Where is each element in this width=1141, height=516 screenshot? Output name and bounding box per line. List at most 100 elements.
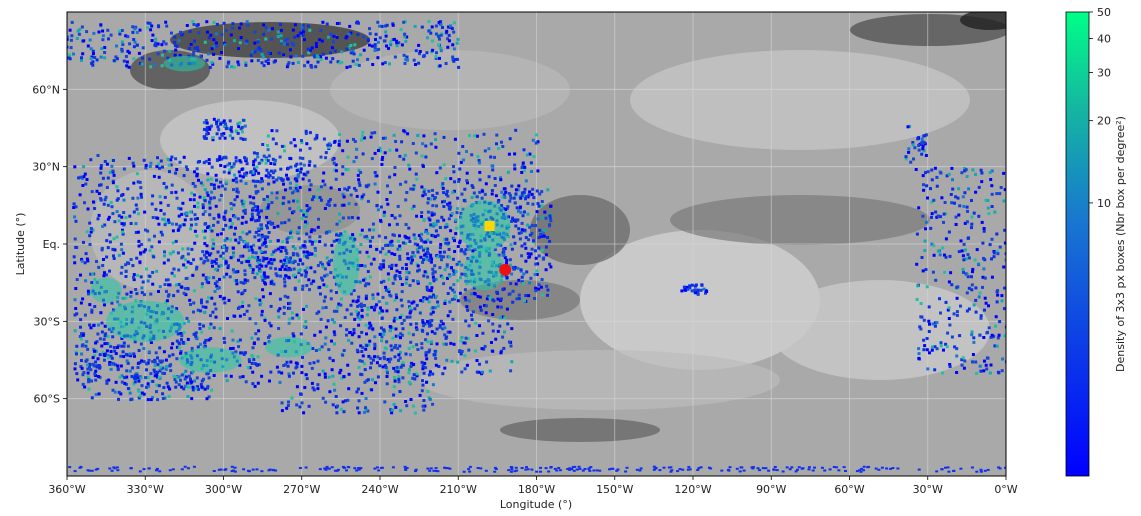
- density-cell: [939, 171, 943, 175]
- density-cell: [330, 339, 333, 343]
- density-cell: [519, 210, 523, 214]
- density-cell: [361, 152, 365, 156]
- density-cell: [132, 382, 136, 386]
- density-cell: [304, 320, 308, 324]
- density-cell: [962, 270, 965, 274]
- colorbar-tick-label: 30: [1097, 67, 1111, 80]
- density-cell: [970, 275, 973, 279]
- density-cell: [271, 27, 274, 31]
- density-cell: [950, 166, 954, 170]
- density-cell: [361, 346, 365, 350]
- density-cell: [496, 200, 500, 204]
- density-cell: [101, 176, 105, 180]
- density-cell: [241, 175, 245, 179]
- density-cell: [134, 203, 138, 207]
- density-cell: [93, 349, 96, 353]
- density-cell: [108, 240, 112, 244]
- density-cell: [351, 236, 355, 240]
- density-cell: [88, 303, 92, 307]
- density-cell: [394, 274, 398, 277]
- density-cell: [126, 344, 130, 348]
- density-cell: [588, 469, 592, 472]
- density-cell: [544, 245, 548, 249]
- density-cell: [404, 352, 408, 356]
- density-cell: [305, 266, 309, 270]
- density-cell: [299, 209, 303, 213]
- density-cell: [210, 296, 214, 300]
- density-cell: [73, 261, 77, 265]
- density-cell: [376, 40, 380, 44]
- density-cell: [280, 371, 284, 375]
- density-cell: [196, 201, 200, 205]
- density-cell: [229, 347, 232, 351]
- density-cell: [249, 265, 253, 269]
- density-cell: [169, 252, 173, 256]
- density-cell: [180, 385, 184, 389]
- density-cell: [161, 392, 165, 396]
- density-cell: [253, 158, 257, 162]
- x-tick-label: 210°W: [440, 483, 477, 496]
- density-cell: [277, 327, 281, 330]
- density-cell: [85, 30, 89, 34]
- density-cell: [130, 375, 134, 378]
- density-cell: [196, 49, 200, 52]
- density-cell: [439, 254, 443, 258]
- density-cell: [370, 305, 374, 309]
- density-cell: [468, 134, 471, 138]
- density-cell: [132, 45, 136, 49]
- density-cell: [313, 164, 317, 168]
- density-cell: [226, 127, 230, 131]
- density-cell: [422, 248, 425, 252]
- density-cell: [193, 379, 196, 383]
- density-cell: [548, 212, 552, 216]
- density-cell: [128, 391, 132, 395]
- density-cell: [62, 27, 65, 30]
- density-cell: [756, 467, 760, 470]
- density-cell: [266, 159, 270, 163]
- density-cell: [92, 364, 96, 368]
- density-cell: [487, 175, 491, 179]
- density-cell: [301, 33, 305, 37]
- density-cell: [271, 157, 275, 161]
- density-cell: [977, 185, 981, 189]
- density-cell: [316, 264, 320, 267]
- density-cell: [231, 136, 235, 140]
- density-cell: [358, 280, 362, 284]
- density-cell: [341, 353, 345, 357]
- density-cell: [298, 259, 302, 262]
- density-cell: [50, 25, 53, 28]
- density-cell: [308, 239, 312, 243]
- density-cell: [222, 245, 226, 249]
- density-cell: [171, 241, 175, 245]
- density-cell: [983, 296, 987, 300]
- density-cell: [411, 279, 415, 283]
- density-cell: [167, 221, 171, 225]
- density-cell: [442, 218, 446, 222]
- density-cell: [447, 241, 451, 245]
- density-cell: [238, 314, 242, 318]
- density-cell: [153, 358, 157, 362]
- density-cell: [460, 272, 464, 276]
- density-cell: [434, 56, 438, 60]
- density-cell: [356, 280, 360, 284]
- density-cell: [532, 196, 536, 200]
- density-cell: [959, 239, 963, 243]
- density-cell: [491, 322, 495, 326]
- density-cell: [262, 32, 266, 36]
- density-cell: [346, 155, 350, 159]
- density-cell: [104, 273, 108, 277]
- density-cell: [948, 323, 952, 327]
- density-cell: [785, 466, 789, 469]
- density-cell: [720, 469, 724, 472]
- density-cell: [412, 58, 416, 62]
- density-cell: [321, 396, 325, 400]
- density-cell: [405, 55, 409, 59]
- density-cell: [447, 217, 451, 221]
- density-cell: [137, 212, 140, 216]
- density-cell: [483, 344, 487, 348]
- density-cell: [546, 288, 550, 292]
- density-cell: [217, 468, 221, 471]
- density-cell: [140, 62, 144, 66]
- density-cell: [206, 172, 210, 176]
- density-cell: [283, 258, 287, 262]
